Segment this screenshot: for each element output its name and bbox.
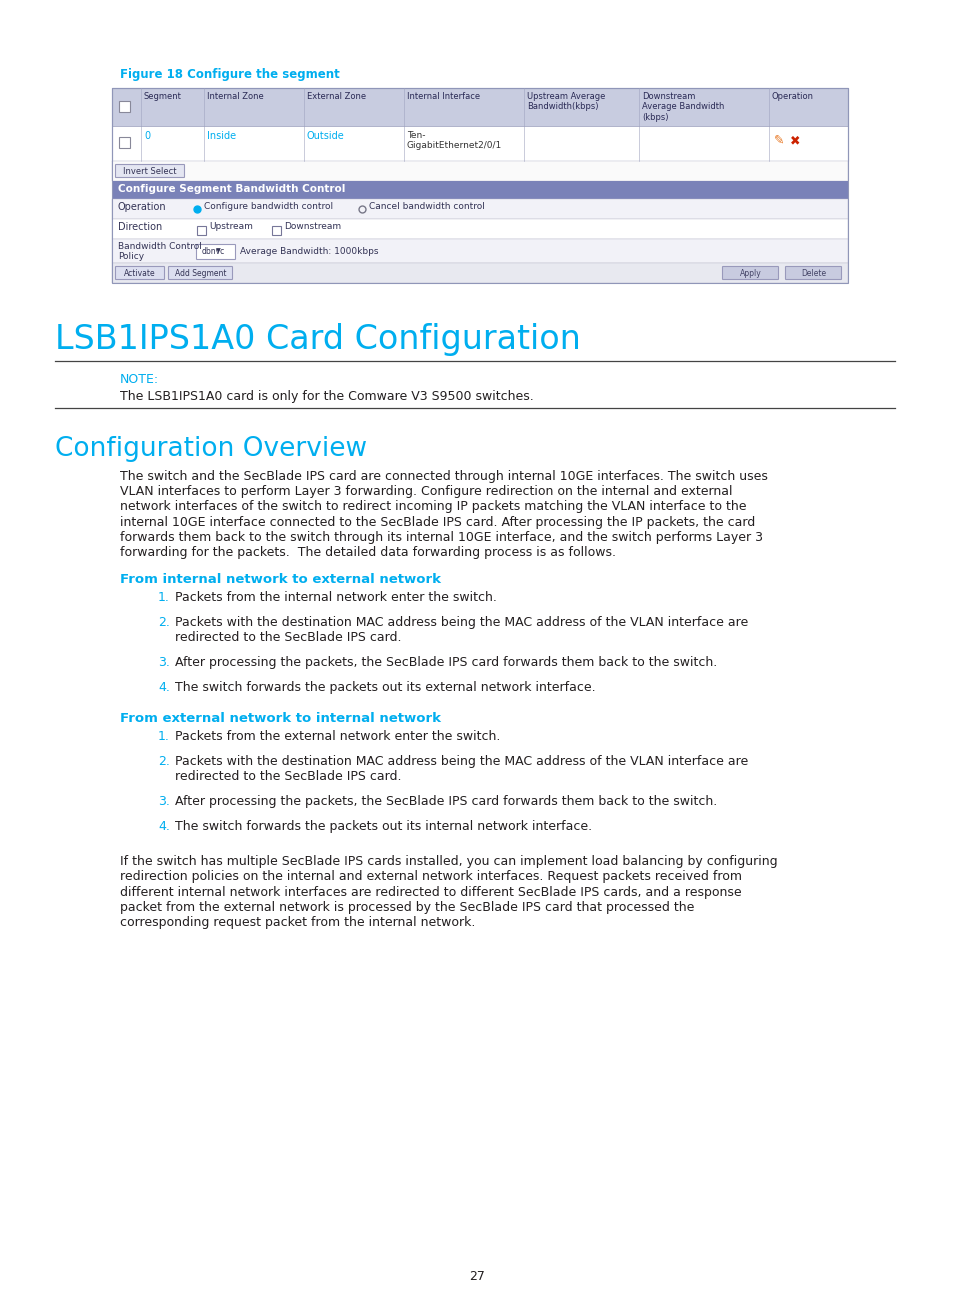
Bar — [112, 161, 847, 181]
Text: If the switch has multiple SecBlade IPS cards installed, you can implement load : If the switch has multiple SecBlade IPS … — [120, 855, 777, 868]
Text: Internal Zone: Internal Zone — [207, 92, 263, 101]
FancyBboxPatch shape — [196, 245, 235, 259]
Text: Direction: Direction — [118, 222, 162, 232]
Text: The LSB1IPS1A0 card is only for the Comware V3 S9500 switches.: The LSB1IPS1A0 card is only for the Comw… — [120, 390, 533, 403]
Bar — [112, 219, 847, 238]
Text: 1.: 1. — [158, 591, 170, 604]
Text: After processing the packets, the SecBlade IPS card forwards them back to the sw: After processing the packets, the SecBla… — [174, 656, 717, 669]
Text: From external network to internal network: From external network to internal networ… — [120, 713, 440, 726]
Text: ✖: ✖ — [789, 133, 800, 146]
Text: Ten-
GigabitEthernet2/0/1: Ten- GigabitEthernet2/0/1 — [407, 131, 501, 150]
Text: Bandwidth Control
Policy: Bandwidth Control Policy — [118, 242, 202, 262]
Text: Configure Segment Bandwidth Control: Configure Segment Bandwidth Control — [118, 184, 345, 194]
Text: Invert Select: Invert Select — [123, 166, 176, 175]
Text: NOTE:: NOTE: — [120, 373, 159, 386]
Bar — [196, 226, 206, 235]
Text: redirected to the SecBlade IPS card.: redirected to the SecBlade IPS card. — [174, 770, 401, 783]
Text: forwarding for the packets.  The detailed data forwarding process is as follows.: forwarding for the packets. The detailed… — [120, 546, 616, 559]
Text: different internal network interfaces are redirected to different SecBlade IPS c: different internal network interfaces ar… — [120, 885, 740, 898]
Text: 4.: 4. — [158, 820, 170, 833]
Text: Activate: Activate — [124, 268, 155, 277]
Text: The switch forwards the packets out its internal network interface.: The switch forwards the packets out its … — [174, 820, 592, 833]
Text: 0: 0 — [144, 131, 150, 141]
Text: Delete: Delete — [801, 268, 825, 277]
Text: Internal Interface: Internal Interface — [407, 92, 479, 101]
Text: Figure 18 Configure the segment: Figure 18 Configure the segment — [120, 67, 339, 80]
Text: LSB1IPS1A0 Card Configuration: LSB1IPS1A0 Card Configuration — [55, 323, 580, 356]
Text: 27: 27 — [469, 1270, 484, 1283]
Text: Downstream
Average Bandwidth
(kbps): Downstream Average Bandwidth (kbps) — [641, 92, 723, 122]
Text: Packets with the destination MAC address being the MAC address of the VLAN inter: Packets with the destination MAC address… — [174, 616, 747, 629]
Text: dbnvc: dbnvc — [202, 246, 225, 255]
Text: corresponding request packet from the internal network.: corresponding request packet from the in… — [120, 916, 475, 929]
Text: forwards them back to the switch through its internal 10GE interface, and the sw: forwards them back to the switch through… — [120, 531, 762, 544]
Text: internal 10GE interface connected to the SecBlade IPS card. After processing the: internal 10GE interface connected to the… — [120, 516, 755, 529]
FancyBboxPatch shape — [115, 165, 184, 178]
Text: 3.: 3. — [158, 796, 170, 809]
Text: Average Bandwidth: 1000kbps: Average Bandwidth: 1000kbps — [240, 246, 378, 255]
Bar — [112, 238, 847, 263]
FancyBboxPatch shape — [721, 267, 778, 280]
Bar — [112, 263, 847, 283]
Text: 2.: 2. — [158, 616, 170, 629]
Text: Outside: Outside — [307, 131, 344, 141]
Text: Packets from the external network enter the switch.: Packets from the external network enter … — [174, 730, 500, 743]
Text: Add Segment: Add Segment — [174, 268, 226, 277]
Bar — [119, 137, 130, 148]
Bar — [112, 126, 847, 161]
Text: Upstream: Upstream — [209, 222, 253, 231]
Text: Operation: Operation — [118, 202, 167, 213]
Text: Inside: Inside — [207, 131, 236, 141]
Text: Configure bandwidth control: Configure bandwidth control — [204, 202, 333, 211]
Text: packet from the external network is processed by the SecBlade IPS card that proc: packet from the external network is proc… — [120, 901, 694, 914]
Text: The switch and the SecBlade IPS card are connected through internal 10GE interfa: The switch and the SecBlade IPS card are… — [120, 470, 767, 483]
Text: 1.: 1. — [158, 730, 170, 743]
FancyBboxPatch shape — [784, 267, 841, 280]
Text: network interfaces of the switch to redirect incoming IP packets matching the VL: network interfaces of the switch to redi… — [120, 500, 745, 513]
Text: Operation: Operation — [771, 92, 813, 101]
Text: ✎: ✎ — [773, 133, 783, 146]
Bar — [112, 200, 847, 219]
Text: The switch forwards the packets out its external network interface.: The switch forwards the packets out its … — [174, 682, 595, 695]
Text: redirected to the SecBlade IPS card.: redirected to the SecBlade IPS card. — [174, 631, 401, 644]
Text: Segment: Segment — [144, 92, 182, 101]
Bar — [112, 181, 847, 200]
Text: 3.: 3. — [158, 656, 170, 669]
Text: Downstream: Downstream — [284, 222, 341, 231]
Text: After processing the packets, the SecBlade IPS card forwards them back to the sw: After processing the packets, the SecBla… — [174, 796, 717, 809]
Bar — [119, 101, 130, 111]
Text: 4.: 4. — [158, 682, 170, 695]
Text: From internal network to external network: From internal network to external networ… — [120, 573, 440, 586]
Text: External Zone: External Zone — [307, 92, 366, 101]
Text: Upstream Average
Bandwidth(kbps): Upstream Average Bandwidth(kbps) — [526, 92, 605, 111]
Bar — [272, 226, 281, 235]
Bar — [112, 88, 847, 126]
FancyBboxPatch shape — [115, 267, 164, 280]
Text: Packets with the destination MAC address being the MAC address of the VLAN inter: Packets with the destination MAC address… — [174, 756, 747, 769]
Bar — [112, 88, 847, 283]
Text: VLAN interfaces to perform Layer 3 forwarding. Configure redirection on the inte: VLAN interfaces to perform Layer 3 forwa… — [120, 485, 732, 498]
Text: Cancel bandwidth control: Cancel bandwidth control — [369, 202, 484, 211]
Bar — [112, 88, 847, 161]
Text: ▼: ▼ — [215, 249, 220, 254]
Text: Apply: Apply — [739, 268, 760, 277]
Text: 2.: 2. — [158, 756, 170, 769]
Text: Configuration Overview: Configuration Overview — [55, 435, 367, 461]
FancyBboxPatch shape — [169, 267, 233, 280]
Text: Packets from the internal network enter the switch.: Packets from the internal network enter … — [174, 591, 497, 604]
Text: redirection policies on the internal and external network interfaces. Request pa: redirection policies on the internal and… — [120, 871, 741, 884]
